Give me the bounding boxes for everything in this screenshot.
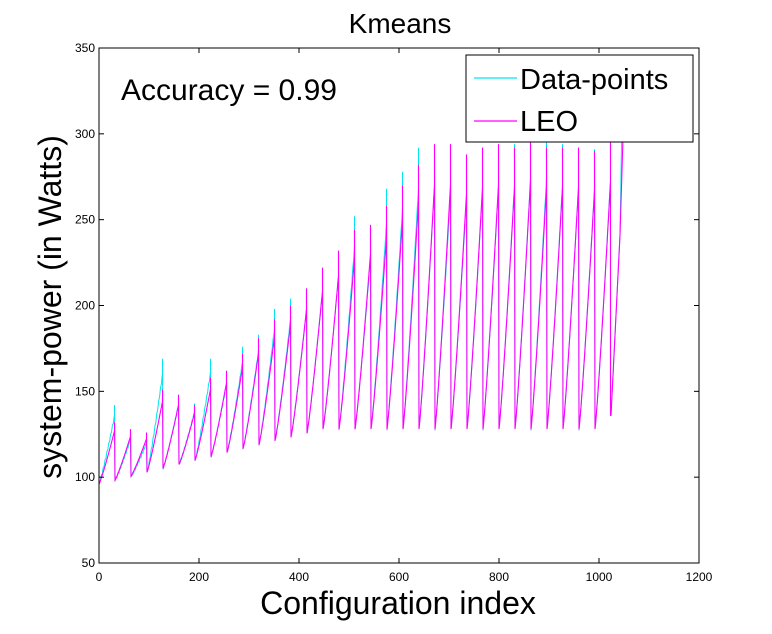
x-tick-label: 0	[96, 570, 103, 584]
x-tick-label: 1200	[686, 570, 713, 584]
y-tick-label: 250	[75, 213, 95, 227]
y-axis-label: system-power (in Watts)	[32, 135, 68, 479]
plot-frame	[98, 47, 700, 564]
accuracy-annotation: Accuracy = 0.99	[121, 74, 337, 107]
legend-label-leo: LEO	[520, 106, 578, 138]
x-tick-label: 600	[389, 570, 409, 584]
legend: Data-points LEO	[465, 54, 694, 143]
legend-box	[465, 54, 694, 143]
y-tick-label: 50	[82, 556, 96, 570]
x-tick-label: 200	[189, 570, 209, 584]
y-tick-label: 150	[75, 384, 95, 398]
y-tick-label: 200	[75, 299, 95, 313]
legend-label-data-points: Data-points	[520, 64, 668, 96]
series-leo	[98, 137, 624, 485]
plot-lines	[98, 56, 624, 485]
x-tick-label: 1000	[586, 570, 613, 584]
x-axis-label: Configuration index	[260, 585, 536, 621]
y-tick-label: 350	[75, 41, 95, 55]
y-tick-label: 300	[75, 127, 95, 141]
x-tick-label: 800	[489, 570, 509, 584]
y-tick-label: 100	[75, 470, 95, 484]
x-tick-label: 400	[289, 570, 309, 584]
chart-title: Kmeans	[349, 8, 452, 39]
